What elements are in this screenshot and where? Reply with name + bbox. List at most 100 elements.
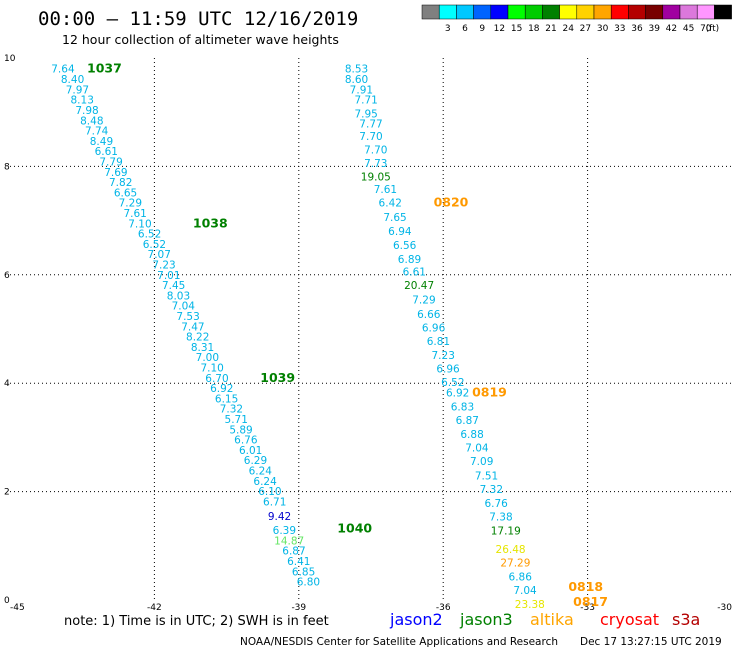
wave-height-label: 6.39: [273, 525, 296, 537]
pass-time-label: 1039: [260, 370, 295, 385]
satellite-name: jason2: [389, 610, 443, 629]
legend-swatch: [696, 4, 715, 20]
wave-height-label: 6.76: [234, 435, 258, 447]
wave-height-label: 7.71: [354, 95, 377, 107]
wave-height-label: 8.03: [167, 290, 190, 302]
wave-height-label: 7.79: [99, 157, 122, 169]
wave-height-label: 6.96: [422, 322, 446, 334]
pass-time-label: 0819: [472, 384, 507, 399]
wave-height-label: 7.01: [157, 270, 180, 282]
x-tick-label: -33: [580, 603, 595, 613]
wave-height-label: 6.85: [292, 566, 315, 578]
wave-height-label: 6.89: [398, 254, 421, 266]
wave-height-label: 8.53: [345, 63, 368, 75]
wave-height-label: 20.47: [404, 280, 434, 292]
wave-height-label: 7.82: [109, 177, 132, 189]
wave-height-label: 7.61: [374, 184, 397, 196]
legend-swatch: [645, 4, 664, 20]
y-tick-label: 8: [4, 162, 10, 172]
wave-height-label: 7.77: [359, 119, 382, 131]
wave-height-label: 8.49: [90, 136, 113, 148]
legend-swatch: [559, 4, 578, 20]
wave-height-label: 7.32: [480, 484, 503, 496]
wave-height-label: 7.38: [489, 512, 512, 524]
y-tick-label: 0: [4, 596, 10, 606]
satellite-name: cryosat: [600, 610, 659, 629]
wave-height-label: 6.41: [287, 556, 310, 568]
pass-time-label: 0820: [434, 195, 469, 210]
wave-height-label: 6.52: [441, 377, 464, 389]
chart-subtitle: 12 hour collection of altimeter wave hei…: [62, 32, 339, 47]
legend-label: 27: [580, 24, 591, 34]
y-tick-label: 4: [4, 379, 10, 389]
wave-height-label: 6.24: [249, 465, 273, 477]
wave-height-label: 6.42: [379, 198, 402, 210]
wave-height-label: 7.45: [162, 280, 185, 292]
wave-height-label: 6.94: [388, 226, 412, 238]
wave-height-label: 7.95: [354, 108, 377, 120]
legend-label: 15: [511, 24, 522, 34]
legend-swatch: [456, 4, 474, 20]
wave-height-label: 17.19: [491, 526, 521, 538]
y-tick-label: 6: [4, 271, 10, 281]
footer-credit: NOAA/NESDIS Center for Satellite Applica…: [240, 636, 558, 648]
legend-swatch: [662, 4, 681, 20]
wave-height-label: 7.32: [220, 404, 243, 416]
x-tick-label: -39: [291, 603, 306, 613]
wave-height-label: 7.04: [513, 585, 537, 597]
legend-label: 3: [445, 24, 451, 34]
legend-label: 6: [462, 24, 468, 34]
wave-height-label: 6.61: [95, 146, 118, 158]
legend-swatch: [490, 4, 509, 20]
legend-swatch: [714, 4, 732, 20]
pass-time-label: 1037: [87, 60, 122, 75]
wave-height-label: 7.29: [119, 198, 142, 210]
wave-height-label: 7.29: [412, 295, 435, 307]
wave-height-label: 7.73: [364, 158, 387, 170]
wave-height-label: 7.10: [200, 362, 223, 374]
wave-height-label: 6.61: [403, 267, 426, 279]
wave-height-label: 23.38: [515, 599, 545, 611]
legend-swatch: [628, 4, 646, 20]
legend-label: 70: [700, 24, 712, 34]
legend-label: 30: [597, 24, 609, 34]
pass-time-label: 1040: [337, 520, 372, 535]
wave-height-label: 6.15: [215, 393, 238, 405]
wave-height-label: 6.66: [417, 309, 441, 321]
satellite-legend: jason2 jason3 altika cryosat s3a: [389, 610, 700, 629]
y-tick-label: 10: [4, 54, 16, 64]
legend-label: 45: [683, 24, 694, 34]
wave-height-label: 7.74: [85, 126, 109, 138]
x-tick-label: -42: [147, 603, 162, 613]
legend-swatch: [438, 4, 457, 20]
wave-height-label: 7.51: [475, 470, 498, 482]
wave-height-label: 7.04: [465, 443, 489, 455]
wave-height-label: 6.71: [263, 496, 286, 508]
legend-swatch: [593, 4, 612, 20]
wave-height-label: 7.04: [172, 301, 196, 313]
wave-height-label: 8.40: [61, 74, 84, 86]
wave-height-label: 7.65: [383, 212, 406, 224]
wave-height-label: 7.98: [75, 105, 98, 117]
grid-lines: [10, 58, 732, 600]
wave-height-label: 8.60: [345, 74, 368, 86]
axis-ticks: -45 -42 -39 -36 -33 -30 0 2 4 6 8 10: [4, 54, 732, 613]
wave-height-label: 6.87: [456, 415, 479, 427]
wave-height-label: 6.88: [460, 429, 483, 441]
data-labels: 7.648.407.978.137.988.487.748.496.617.79…: [51, 63, 545, 610]
wave-height-label: 6.86: [509, 572, 533, 584]
legend-label: 9: [479, 24, 485, 34]
legend-label: 36: [631, 24, 643, 34]
legend-swatch: [542, 4, 560, 20]
legend-label: 33: [614, 24, 625, 34]
wave-height-label: 9.42: [268, 511, 291, 523]
footer-timestamp: Dec 17 13:27:15 UTC 2019: [580, 636, 722, 648]
pass-time-label: 1038: [193, 215, 228, 230]
x-tick-label: -36: [436, 603, 451, 613]
wave-height-label: 6.92: [210, 383, 233, 395]
legend-label: 12: [494, 24, 505, 34]
wave-height-label: 6.87: [282, 546, 305, 558]
wave-height-label: 6.83: [451, 402, 474, 414]
legend-unit: (ft): [706, 24, 720, 34]
